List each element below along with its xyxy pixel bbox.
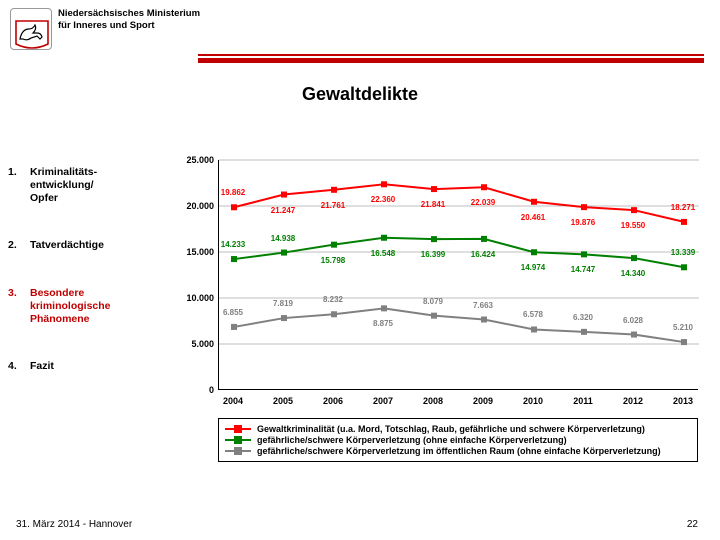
data-label: 19.862	[221, 188, 245, 197]
footer-date-location: 31. März 2014 - Hannover	[16, 519, 132, 530]
data-label: 19.550	[621, 221, 645, 230]
page-title: Gewaltdelikte	[0, 84, 720, 105]
data-label: 21.247	[271, 206, 295, 215]
data-label: 14.938	[271, 234, 295, 243]
data-label: 20.461	[521, 213, 545, 222]
data-label: 7.819	[273, 299, 293, 308]
page-number: 22	[687, 519, 698, 530]
nav-num: 2.	[8, 239, 30, 251]
nav-label: BesonderekriminologischePhänomene	[30, 287, 111, 326]
data-label: 18.271	[671, 203, 695, 212]
chart-area: Gewaltkriminalität (u.a. Mord, Totschlag…	[168, 160, 708, 470]
nav-item-1[interactable]: 1.Kriminalitäts-entwicklung/Opfer	[8, 166, 148, 205]
y-tick: 20.000	[186, 201, 214, 211]
data-label: 16.548	[371, 249, 395, 258]
x-tick: 2008	[423, 396, 443, 406]
x-tick: 2006	[323, 396, 343, 406]
nav-item-4[interactable]: 4.Fazit	[8, 360, 148, 373]
nav-num: 4.	[8, 360, 30, 372]
data-label: 8.079	[423, 297, 443, 306]
legend-swatch	[225, 424, 251, 434]
legend-swatch	[225, 446, 251, 456]
data-label: 16.399	[421, 250, 445, 259]
legend-item: gefährliche/schwere Körperverletzung (oh…	[225, 435, 691, 445]
legend-label: gefährliche/schwere Körperverletzung im …	[257, 446, 661, 456]
nav-num: 3.	[8, 287, 30, 299]
legend-swatch	[225, 435, 251, 445]
nav-label: Kriminalitäts-entwicklung/Opfer	[30, 166, 97, 205]
sidebar-nav: 1.Kriminalitäts-entwicklung/Opfer 2.Tatve…	[8, 166, 148, 407]
data-label: 22.360	[371, 195, 395, 204]
data-label: 21.761	[321, 201, 345, 210]
legend-label: Gewaltkriminalität (u.a. Mord, Totschlag…	[257, 424, 645, 434]
y-tick: 10.000	[186, 293, 214, 303]
data-label: 22.039	[471, 198, 495, 207]
header-divider	[198, 54, 704, 64]
legend-item: Gewaltkriminalität (u.a. Mord, Totschlag…	[225, 424, 691, 434]
chart-legend: Gewaltkriminalität (u.a. Mord, Totschlag…	[218, 418, 698, 462]
nav-label: Fazit	[30, 360, 54, 373]
data-label: 14.747	[571, 265, 595, 274]
legend-item: gefährliche/schwere Körperverletzung im …	[225, 446, 691, 456]
data-label: 6.028	[623, 316, 643, 325]
data-label: 14.340	[621, 269, 645, 278]
y-tick: 5.000	[191, 339, 214, 349]
data-label: 6.578	[523, 310, 543, 319]
data-label: 6.320	[573, 313, 593, 322]
legend-label: gefährliche/schwere Körperverletzung (oh…	[257, 435, 567, 445]
data-label: 15.798	[321, 256, 345, 265]
y-tick: 25.000	[186, 155, 214, 165]
data-label: 13.339	[671, 248, 695, 257]
nav-item-2[interactable]: 2.Tatverdächtige	[8, 239, 148, 252]
data-label: 14.233	[221, 240, 245, 249]
x-tick: 2004	[223, 396, 243, 406]
nav-item-3[interactable]: 3.BesonderekriminologischePhänomene	[8, 287, 148, 326]
data-label: 8.232	[323, 295, 343, 304]
data-label: 5.210	[673, 323, 693, 332]
data-label: 14.974	[521, 263, 545, 272]
ministry-line1: Niedersächsisches Ministerium	[58, 8, 200, 19]
y-tick: 0	[209, 385, 214, 395]
nav-label: Tatverdächtige	[30, 239, 104, 252]
x-tick: 2009	[473, 396, 493, 406]
x-tick: 2013	[673, 396, 693, 406]
state-crest-icon	[10, 8, 52, 50]
x-tick: 2007	[373, 396, 393, 406]
data-label: 6.855	[223, 308, 243, 317]
data-label: 21.841	[421, 200, 445, 209]
ministry-line2: für Inneres und Sport	[58, 20, 155, 31]
nav-num: 1.	[8, 166, 30, 178]
data-label: 7.663	[473, 301, 493, 310]
x-tick: 2005	[273, 396, 293, 406]
ministry-name: Niedersächsisches Ministerium für Innere…	[58, 8, 200, 32]
x-tick: 2012	[623, 396, 643, 406]
data-label: 16.424	[471, 250, 495, 259]
x-tick: 2010	[523, 396, 543, 406]
data-label: 19.876	[571, 218, 595, 227]
x-tick: 2011	[573, 396, 593, 406]
y-tick: 15.000	[186, 247, 214, 257]
data-label: 8.875	[373, 319, 393, 328]
